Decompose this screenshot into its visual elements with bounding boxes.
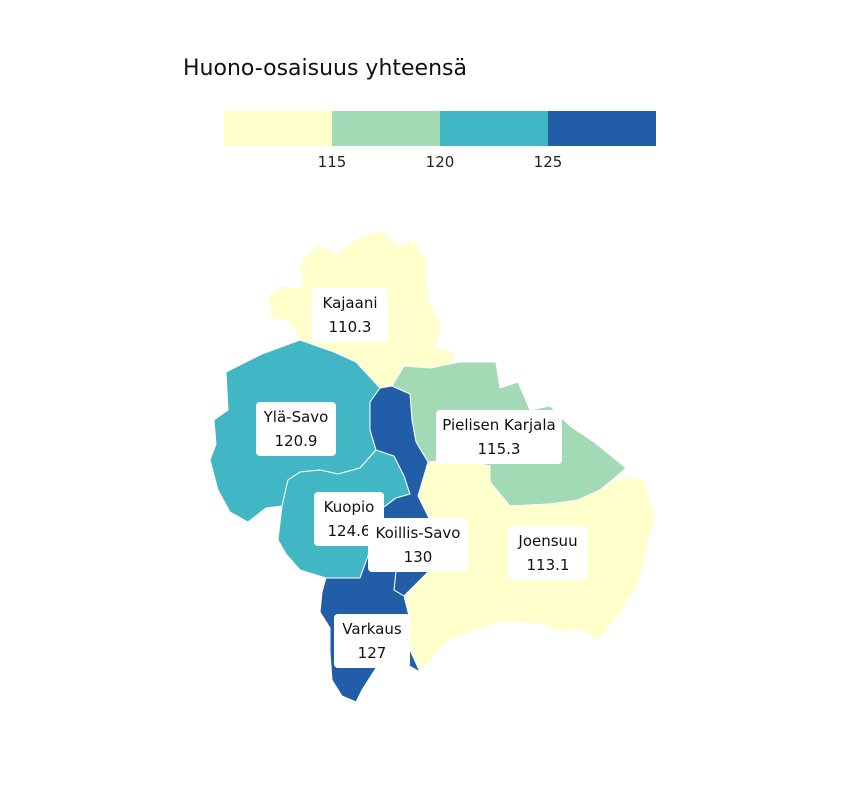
legend-tick-120: 120 xyxy=(425,153,455,171)
label-koillis-savo-value: 130 xyxy=(404,548,433,566)
legend-title: Huono-osaisuus yhteensä xyxy=(183,56,467,81)
legend-tick-125: 125 xyxy=(533,153,563,171)
label-pielisen-karjala: Pielisen Karjala 115.3 xyxy=(436,410,562,464)
label-varkaus-name: Varkaus xyxy=(342,620,402,638)
label-joensuu-value: 113.1 xyxy=(527,556,570,574)
label-yla-savo-value: 120.9 xyxy=(275,432,318,450)
label-kajaani: Kajaani 110.3 xyxy=(312,288,388,342)
legend-bin-2 xyxy=(332,111,440,146)
legend-bin-4 xyxy=(548,111,656,146)
label-koillis-savo: Koillis-Savo 130 xyxy=(368,518,468,572)
label-kuopio-name: Kuopio xyxy=(324,498,375,516)
label-kuopio: Kuopio 124.6 xyxy=(314,492,384,546)
legend-colorbar xyxy=(224,111,656,146)
label-varkaus: Varkaus 127 xyxy=(334,614,410,668)
legend-tick-115: 115 xyxy=(317,153,347,171)
label-kajaani-value: 110.3 xyxy=(329,318,372,336)
label-pielisen-karjala-value: 115.3 xyxy=(478,440,521,458)
label-pielisen-karjala-name: Pielisen Karjala xyxy=(442,416,555,434)
label-varkaus-value: 127 xyxy=(358,644,387,662)
label-yla-savo: Ylä-Savo 120.9 xyxy=(256,402,336,456)
label-yla-savo-name: Ylä-Savo xyxy=(263,408,329,426)
legend-bin-1 xyxy=(224,111,332,146)
label-joensuu-name: Joensuu xyxy=(517,532,577,550)
label-joensuu: Joensuu 113.1 xyxy=(508,526,588,580)
regions xyxy=(209,229,657,703)
label-koillis-savo-name: Koillis-Savo xyxy=(376,524,461,542)
label-kajaani-name: Kajaani xyxy=(323,294,378,312)
legend-bin-3 xyxy=(440,111,548,146)
label-kuopio-value: 124.6 xyxy=(328,522,371,540)
